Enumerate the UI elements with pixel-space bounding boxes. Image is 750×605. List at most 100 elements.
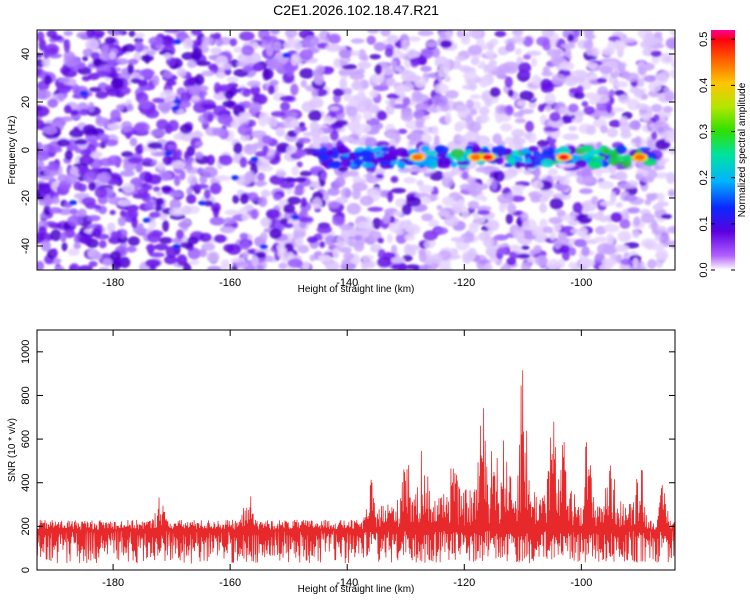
spectrogram-cell: [473, 216, 486, 224]
spectrogram-cell: [162, 155, 173, 166]
spectrogram-cell: [73, 242, 82, 250]
spectrogram-cell: [614, 171, 626, 179]
spectrogram-cell: [37, 119, 45, 130]
spectrogram-cell: [634, 135, 642, 148]
spectrogram-cell: [386, 129, 400, 135]
spectrogram-cell: [467, 184, 483, 196]
spectrogram-cell: [134, 32, 145, 39]
spectrogram-y-label: Frequency (Hz): [7, 116, 18, 185]
spectrogram-cell: [309, 97, 324, 109]
signal-band-cell: [507, 157, 516, 165]
y-tick-label: 40: [20, 48, 32, 60]
spectrogram-cell: [199, 232, 212, 243]
spectrogram-cell: [393, 65, 403, 72]
spectrogram-cell: [270, 30, 280, 35]
spectrogram-cell: [453, 207, 463, 215]
spectrogram-cell: [599, 65, 613, 75]
x-tick-label: -160: [219, 277, 241, 289]
spectrogram-cell: [512, 134, 521, 145]
spectrogram-cell: [660, 70, 670, 80]
spectrogram-cell: [389, 98, 396, 108]
spectrogram-cell: [79, 90, 88, 96]
spectrogram-cell: [173, 98, 182, 104]
spectrogram-cell: [470, 57, 480, 66]
spectrogram-cell: [444, 215, 459, 227]
spectrogram-cell: [596, 77, 608, 84]
spectrogram-cell: [203, 200, 214, 207]
spectrogram-cell: [352, 50, 360, 57]
spectrogram-cell: [525, 120, 534, 133]
spectrogram-cell: [290, 54, 299, 66]
spectrogram-cell: [633, 216, 641, 227]
spectrogram-cell: [617, 230, 632, 243]
spectrogram-cell: [117, 216, 126, 227]
spectrogram-cell: [523, 54, 532, 60]
spectrogram-cell: [283, 42, 291, 49]
spectrogram-cell: [356, 94, 364, 101]
spectrogram-cell: [155, 197, 165, 206]
spectrogram-cell: [231, 175, 240, 181]
spectrogram-cell: [295, 149, 307, 158]
spectrogram-cell: [171, 105, 180, 111]
spectrogram-cell: [610, 191, 617, 204]
spectrogram-cell: [275, 168, 286, 177]
spectrogram-cell: [366, 171, 373, 183]
spectrogram-cell: [176, 254, 188, 266]
spectrogram-cell: [181, 205, 192, 215]
spectrogram-cell: [173, 174, 181, 187]
spectrogram-cell: [609, 107, 625, 113]
spectrogram-cell: [119, 170, 135, 177]
x-tick-label: -100: [570, 577, 592, 589]
spectrogram-cell: [606, 233, 615, 244]
spectrogram-cell: [339, 77, 348, 90]
spectrogram-cell: [107, 178, 119, 186]
spectrogram-cell: [199, 90, 208, 97]
signal-band-cell: [340, 159, 352, 168]
spectrogram-cell: [632, 230, 640, 239]
spectrogram-cell: [644, 198, 652, 206]
spectrogram-cell: [240, 133, 251, 142]
spectrogram-cell: [579, 258, 596, 268]
spectrogram-cell: [320, 135, 330, 144]
spectrogram-cell: [139, 68, 155, 78]
spectrogram-cell: [172, 243, 181, 249]
spectrogram-cell: [106, 222, 116, 233]
spectrogram-cell: [325, 43, 342, 52]
spectrogram-cell: [206, 154, 215, 166]
spectrogram-cell: [226, 243, 242, 255]
spectrogram-cell: [137, 79, 148, 87]
spectrogram-cell: [620, 130, 632, 139]
spectrogram-cell: [373, 42, 386, 52]
spectrogram-cell: [282, 116, 299, 129]
spectrogram-cell: [664, 90, 675, 102]
spectrogram-cell: [652, 203, 664, 211]
spectrogram-cell: [74, 138, 88, 146]
spectrogram-cell: [483, 64, 496, 72]
spectrogram-cell: [126, 103, 134, 112]
spectrogram-cell: [134, 40, 144, 53]
spectrogram-cell: [166, 143, 176, 150]
spectrogram-cell: [627, 207, 641, 214]
signal-band-cell: [361, 162, 375, 169]
spectrogram-cell: [82, 124, 97, 136]
spectrogram-cell: [376, 110, 388, 121]
spectrogram-cell: [508, 142, 517, 149]
spectrogram-cell: [351, 182, 368, 192]
spectrogram-cell: [387, 34, 399, 43]
spectrogram-cell: [468, 223, 479, 234]
spectrogram-cell: [217, 84, 232, 92]
spectrogram-cell: [220, 259, 231, 270]
spectrogram-cell: [619, 219, 631, 229]
spectrogram-cell: [165, 56, 177, 67]
signal-band-cell: [603, 147, 610, 156]
spectrogram-cell: [188, 88, 199, 95]
spectrogram-cell: [48, 207, 63, 214]
spectrogram-cell: [254, 180, 268, 187]
spectrogram-cell: [126, 245, 137, 253]
spectrogram-cell: [279, 95, 295, 102]
spectrogram-cell: [417, 30, 434, 37]
spectrogram-cell: [297, 244, 310, 254]
spectrogram-cell: [573, 238, 588, 248]
spectrogram-cell: [131, 217, 138, 229]
spectrogram-cell: [82, 48, 94, 57]
